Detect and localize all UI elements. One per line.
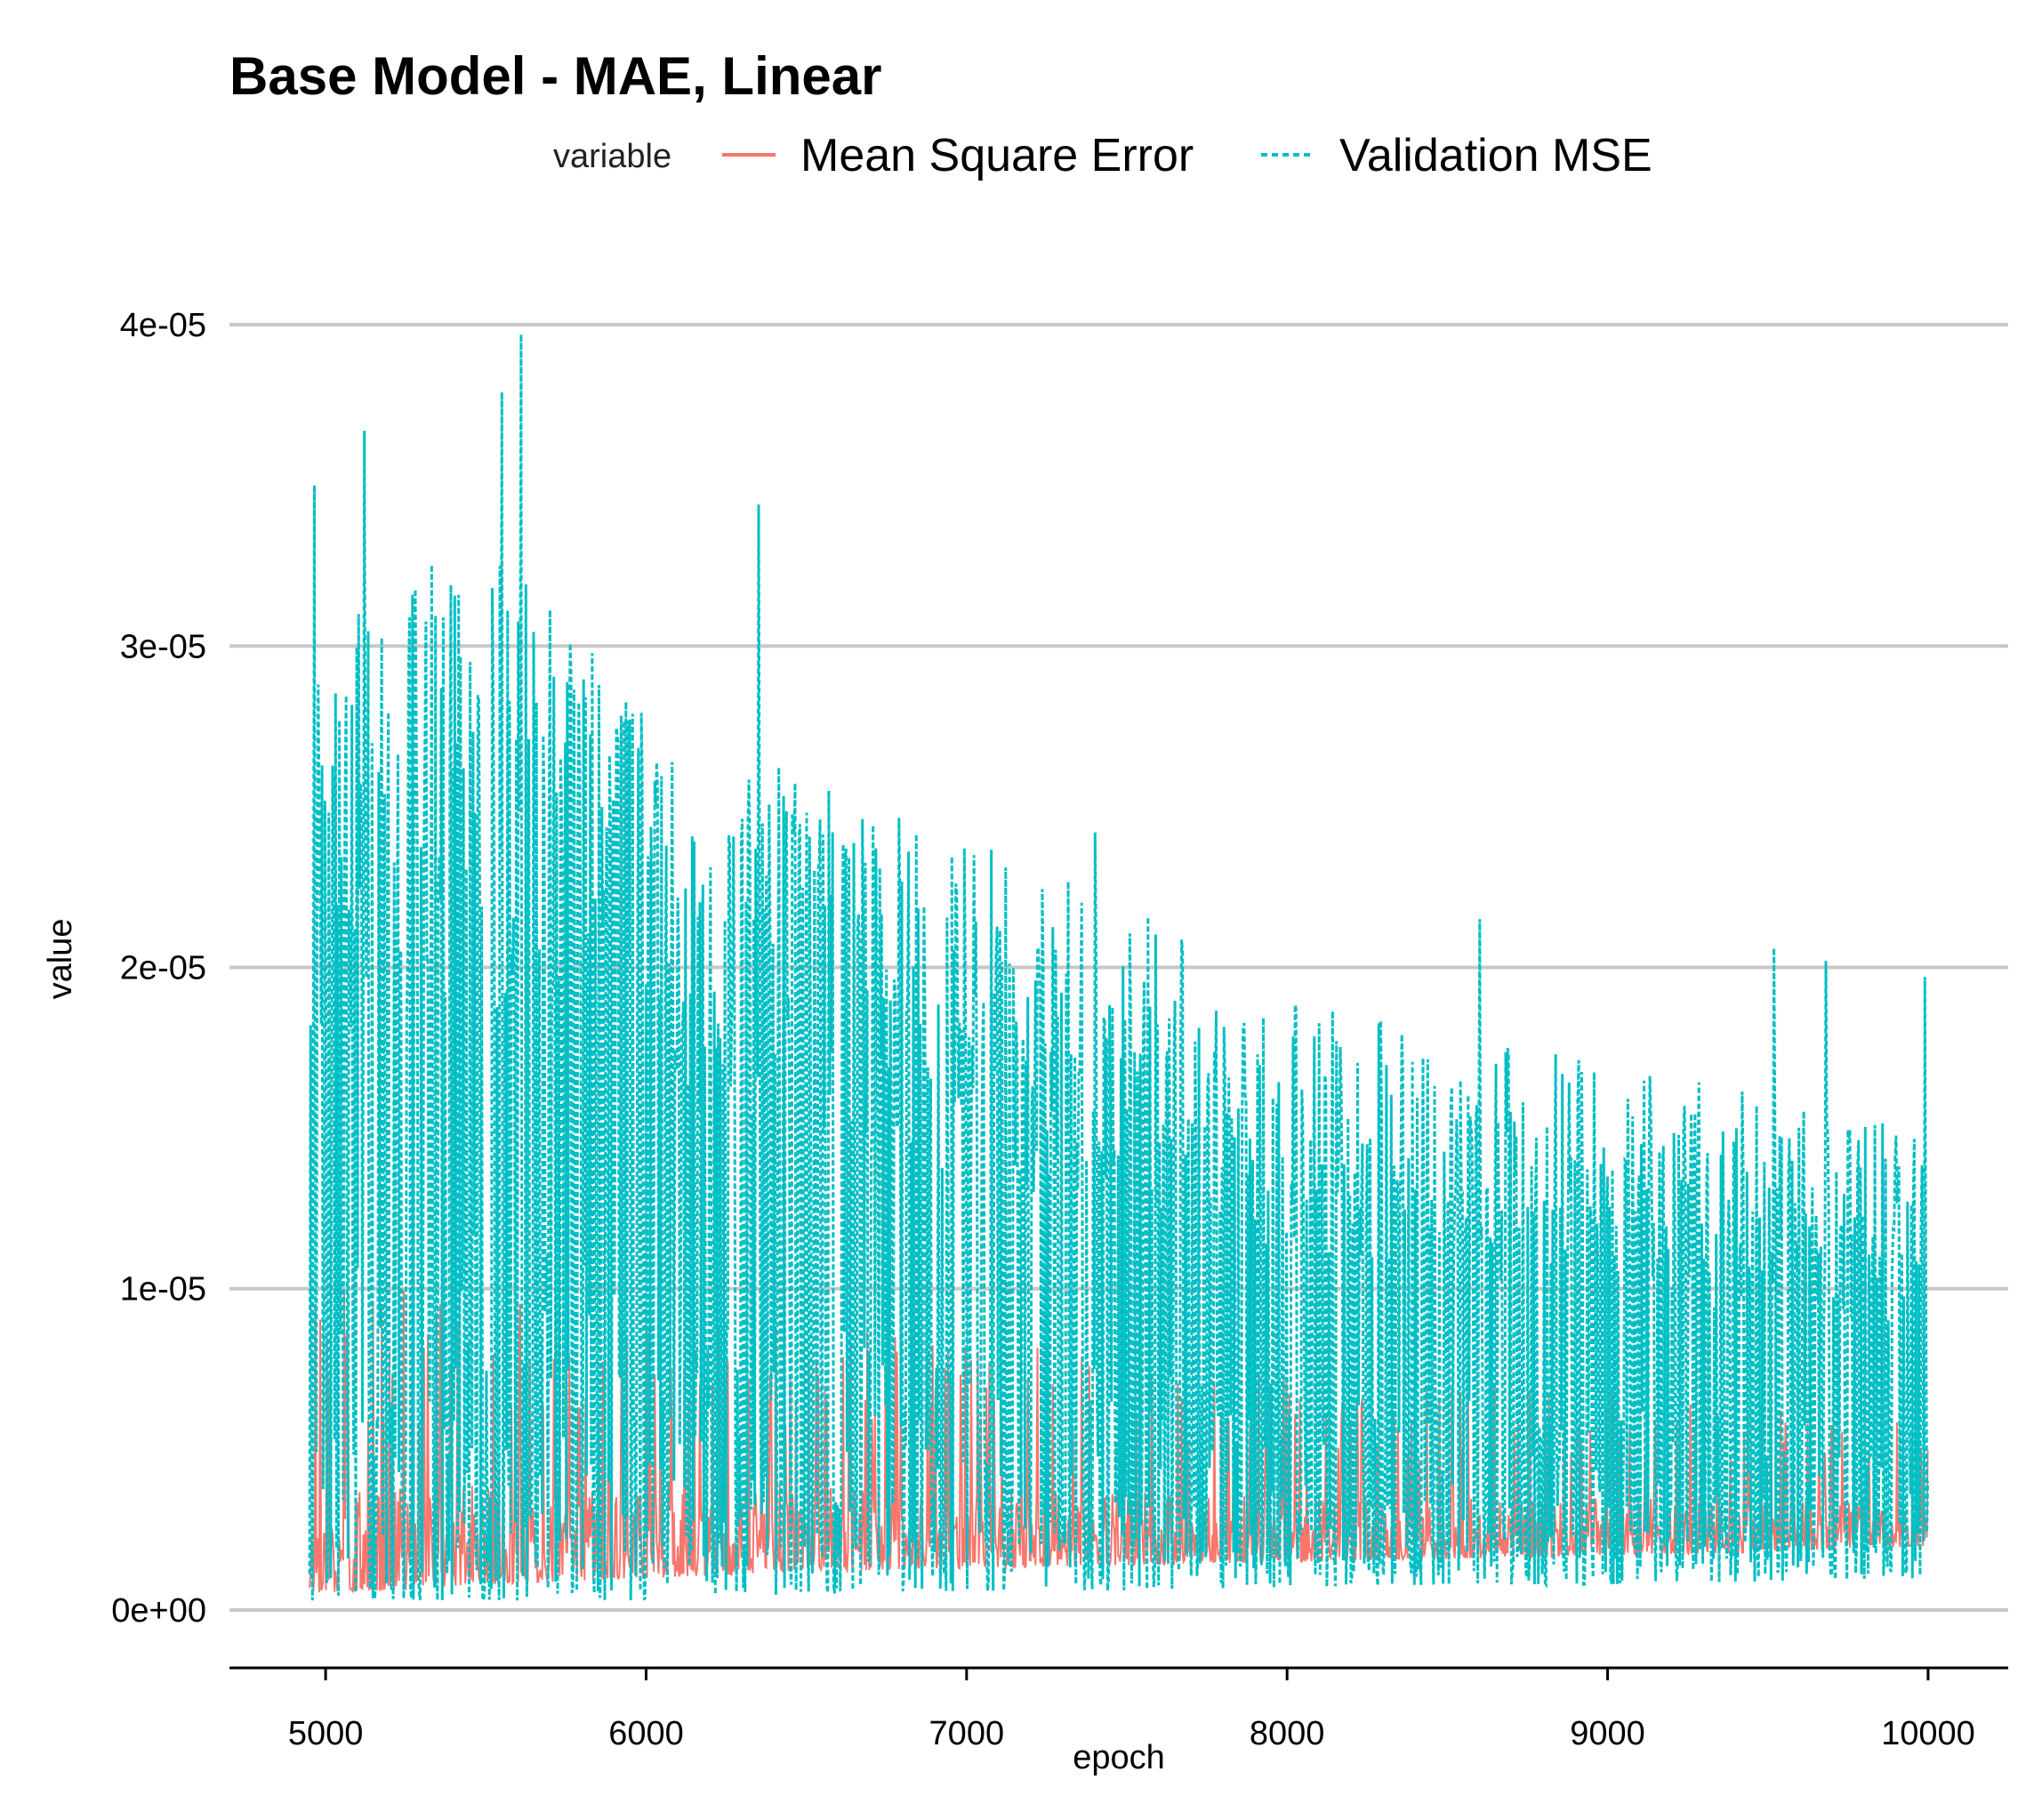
- series-validation-mse: [308, 334, 1929, 1601]
- chart-title: Base Model - MAE, Linear: [229, 46, 881, 106]
- series-mean-square-error: [309, 1289, 1929, 1594]
- x-tick-label: 6000: [608, 1715, 684, 1752]
- legend-label-mean-square-error: Mean Square Error: [800, 130, 1194, 181]
- y-axis-ticks: 0e+00 1e-05 2e-05 3e-05 4e-05: [111, 307, 206, 1630]
- series-line-mean-square-error: [309, 1289, 1929, 1594]
- y-tick-label: 0e+00: [111, 1592, 206, 1630]
- x-tick-label: 7000: [929, 1715, 1005, 1752]
- x-tick-label: 9000: [1570, 1715, 1645, 1752]
- legend: variable Mean Square Error Validation MS…: [553, 130, 1652, 181]
- legend-label-validation-mse: Validation MSE: [1339, 130, 1652, 181]
- x-tick-label: 10000: [1881, 1715, 1975, 1752]
- y-axis-title: value: [42, 919, 79, 1000]
- y-tick-label: 1e-05: [120, 1271, 206, 1309]
- x-axis-title: epoch: [1073, 1739, 1165, 1776]
- legend-title: variable: [553, 138, 671, 175]
- y-tick-label: 2e-05: [120, 950, 206, 987]
- plot-area: [308, 334, 1929, 1601]
- y-tick-label: 3e-05: [120, 628, 206, 665]
- x-tick-label: 8000: [1250, 1715, 1325, 1752]
- x-tick-label: 5000: [288, 1715, 364, 1752]
- y-tick-label: 4e-05: [120, 307, 206, 344]
- x-axis-ticks: 5000 6000 7000 8000 9000 10000: [288, 1668, 1975, 1752]
- series-line-validation-mse: [308, 334, 1929, 1601]
